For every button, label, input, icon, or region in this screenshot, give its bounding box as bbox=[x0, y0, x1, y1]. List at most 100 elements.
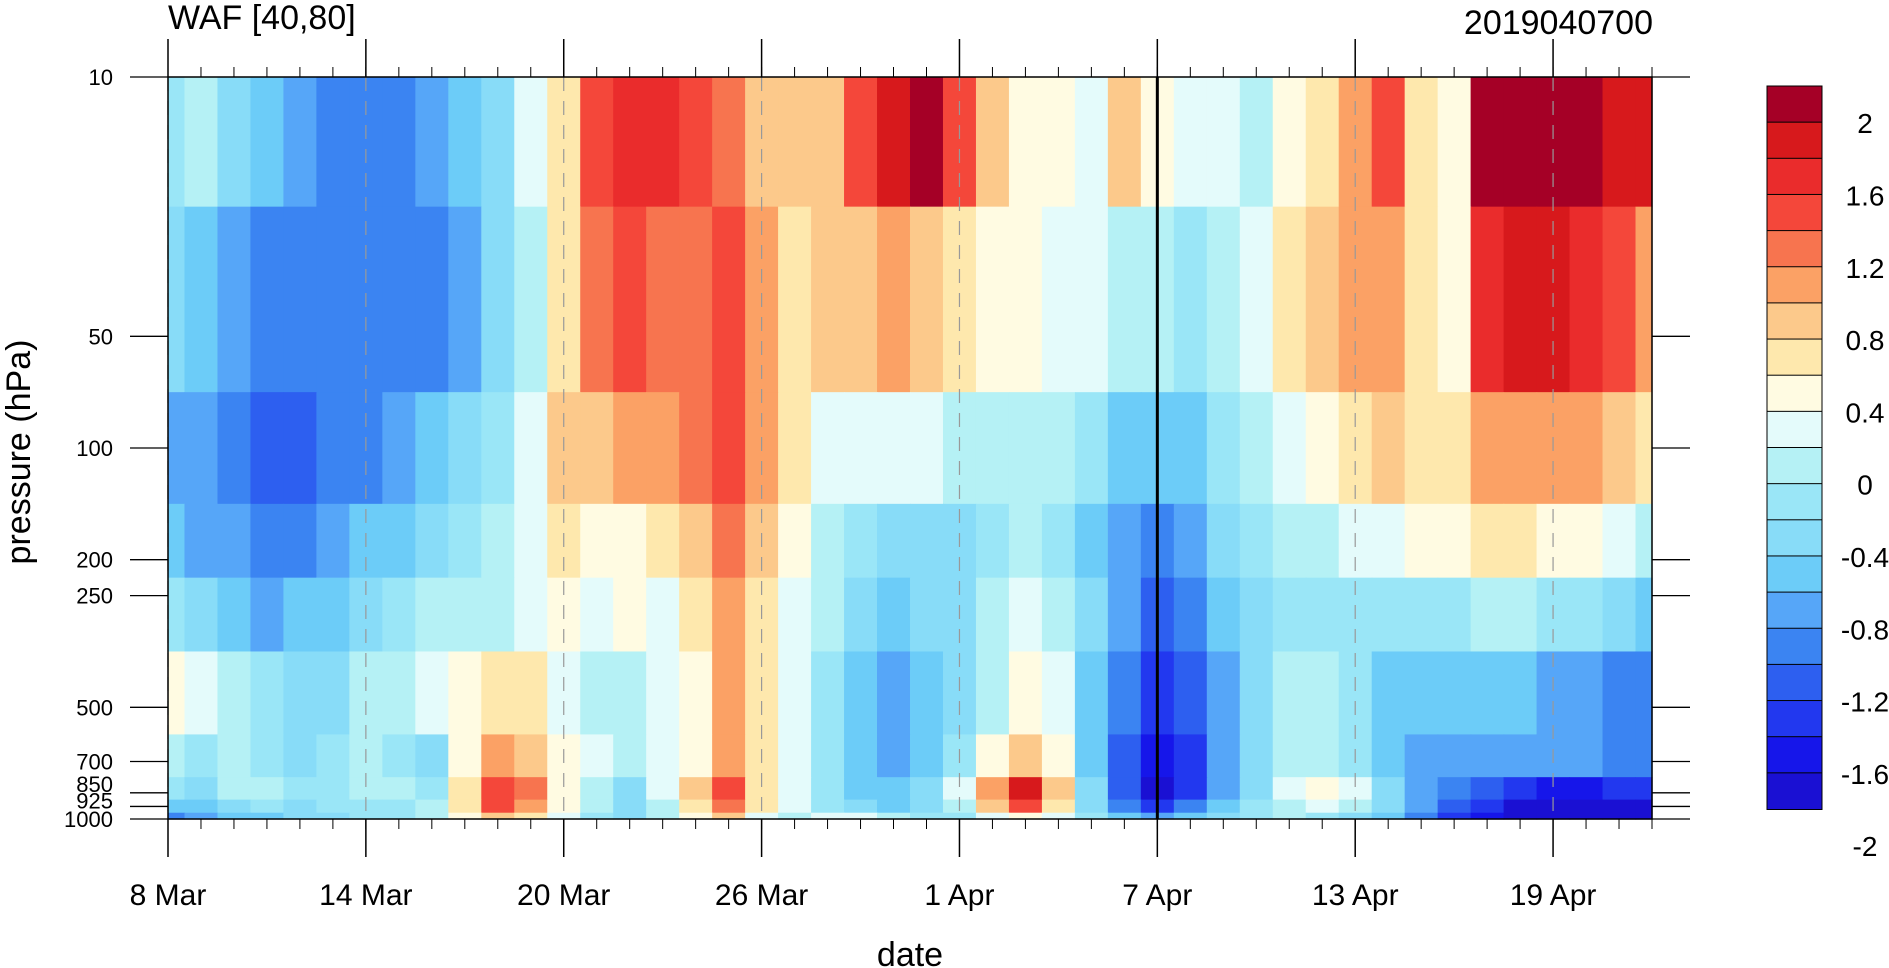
heatmap-cell bbox=[844, 799, 878, 814]
heatmap-cell bbox=[679, 503, 713, 579]
heatmap-cell bbox=[712, 392, 746, 505]
heatmap-cell bbox=[382, 392, 416, 505]
heatmap-cell bbox=[1371, 812, 1406, 820]
heatmap-cell bbox=[1305, 812, 1340, 820]
heatmap-cell bbox=[844, 651, 878, 736]
heatmap-cell bbox=[613, 503, 647, 579]
heatmap-cell bbox=[1107, 77, 1142, 208]
colorbar-label: 0.8 bbox=[1846, 325, 1885, 356]
heatmap-cell bbox=[712, 777, 746, 801]
colorbar-swatch bbox=[1766, 700, 1823, 738]
heatmap-cell bbox=[217, 503, 252, 579]
heatmap-cell bbox=[1503, 734, 1538, 778]
heatmap-cell bbox=[1569, 777, 1604, 801]
heatmap-cell bbox=[448, 77, 482, 208]
heatmap-cell bbox=[1008, 577, 1043, 653]
y-tick-label: 50 bbox=[89, 324, 113, 349]
heatmap-cell bbox=[1404, 392, 1439, 505]
heatmap-cell bbox=[448, 799, 482, 814]
heatmap-cell bbox=[1371, 577, 1406, 653]
heatmap-cell bbox=[448, 577, 482, 653]
heatmap-cell bbox=[481, 799, 515, 814]
heatmap-cell bbox=[844, 734, 878, 778]
heatmap-cell bbox=[547, 812, 581, 820]
heatmap-cell bbox=[1074, 206, 1109, 393]
heatmap-cell bbox=[250, 77, 285, 208]
heatmap-cell bbox=[481, 651, 515, 736]
colorbar-label: -2 bbox=[1853, 831, 1878, 862]
heatmap-cell bbox=[1602, 577, 1637, 653]
y-tick-label: 200 bbox=[76, 548, 113, 573]
heatmap-cell bbox=[1371, 206, 1406, 393]
heatmap-cell bbox=[1107, 777, 1142, 801]
heatmap-cell bbox=[811, 77, 845, 208]
heatmap-cell bbox=[1371, 799, 1406, 814]
heatmap-cell bbox=[1239, 503, 1274, 579]
heatmap-cell bbox=[1173, 77, 1208, 208]
heatmap-cell bbox=[481, 206, 515, 393]
heatmap-cell bbox=[778, 77, 812, 208]
heatmap-cell bbox=[646, 777, 680, 801]
heatmap-cell bbox=[1602, 77, 1637, 208]
heatmap-cell bbox=[1272, 734, 1307, 778]
heatmap-cell bbox=[250, 651, 285, 736]
heatmap-cell bbox=[1008, 651, 1043, 736]
heatmap-cell bbox=[975, 651, 1010, 736]
heatmap-cell bbox=[1206, 799, 1241, 814]
heatmap-cell bbox=[975, 206, 1010, 393]
heatmap-cell bbox=[646, 503, 680, 579]
heatmap-cell bbox=[1404, 206, 1439, 393]
x-tick-label: 7 Apr bbox=[1122, 879, 1192, 912]
heatmap-cell bbox=[712, 503, 746, 579]
heatmap-cell bbox=[975, 77, 1010, 208]
heatmap-cell bbox=[1239, 777, 1274, 801]
heatmap-cell bbox=[448, 503, 482, 579]
heatmap-cell bbox=[1008, 734, 1043, 778]
heatmap-cell bbox=[1206, 392, 1241, 505]
heatmap-cell bbox=[1107, 651, 1142, 736]
heatmap-cell bbox=[679, 812, 713, 820]
heatmap-cell bbox=[1206, 206, 1241, 393]
heatmap-cell bbox=[613, 577, 647, 653]
heatmap-cell bbox=[382, 651, 416, 736]
heatmap-cell bbox=[168, 812, 186, 820]
heatmap-cell bbox=[1305, 392, 1340, 505]
heatmap-cell bbox=[217, 577, 252, 653]
heatmap-cell bbox=[514, 206, 548, 393]
heatmap-cell bbox=[844, 206, 878, 393]
heatmap-cell bbox=[1503, 799, 1538, 814]
heatmap-cell bbox=[811, 734, 845, 778]
heatmap-cell bbox=[942, 812, 977, 820]
heatmap-cell bbox=[712, 77, 746, 208]
colorbar-swatch bbox=[1766, 519, 1823, 557]
heatmap-cell bbox=[448, 651, 482, 736]
heatmap-cell bbox=[778, 812, 812, 820]
heatmap-cell bbox=[1338, 777, 1373, 801]
heatmap-cell bbox=[481, 503, 515, 579]
heatmap-cell bbox=[448, 734, 482, 778]
heatmap-cell bbox=[646, 799, 680, 814]
y-axis-label: pressure (hPa) bbox=[0, 340, 38, 565]
heatmap-cell bbox=[1206, 651, 1241, 736]
heatmap-cell bbox=[580, 392, 614, 505]
heatmap-cell bbox=[217, 777, 252, 801]
heatmap-cell bbox=[712, 734, 746, 778]
heatmap-cell bbox=[877, 799, 911, 814]
colorbar-label: 0 bbox=[1857, 470, 1873, 501]
heatmap-cell bbox=[580, 206, 614, 393]
heatmap-cell bbox=[1239, 392, 1274, 505]
heatmap-cell bbox=[1305, 651, 1340, 736]
heatmap-cell bbox=[712, 206, 746, 393]
heatmap-cell bbox=[1074, 734, 1109, 778]
heatmap-cell bbox=[1635, 392, 1653, 505]
heatmap-cell bbox=[250, 734, 285, 778]
heatmap-cell bbox=[1371, 777, 1406, 801]
heatmap-cell bbox=[184, 777, 219, 801]
heatmap-cell bbox=[250, 577, 285, 653]
heatmap-cell bbox=[1470, 577, 1505, 653]
heatmap-cell bbox=[1503, 206, 1538, 393]
heatmap-cell bbox=[778, 206, 812, 393]
heatmap-cell bbox=[382, 734, 416, 778]
heatmap-cell bbox=[778, 503, 812, 579]
